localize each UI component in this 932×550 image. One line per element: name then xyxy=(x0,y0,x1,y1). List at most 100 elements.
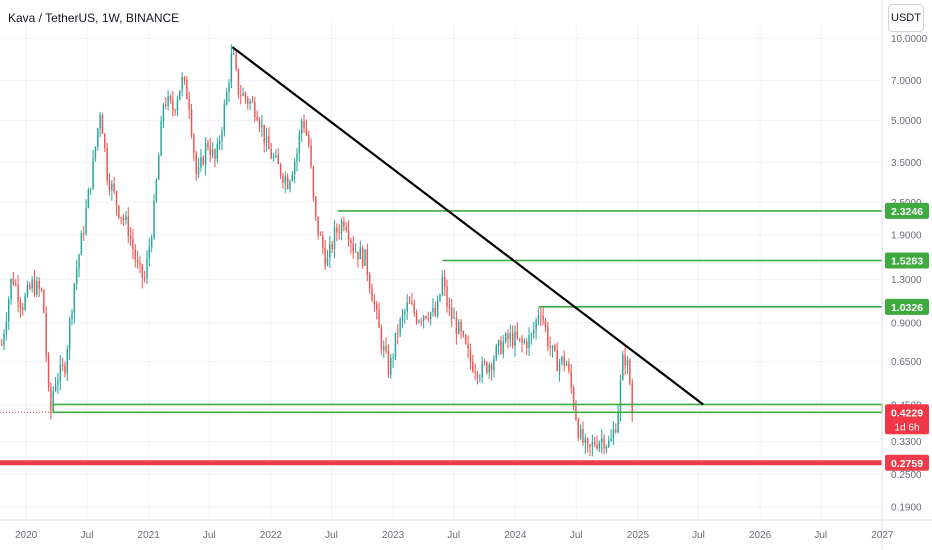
price-tick-label: 0.6500 xyxy=(891,357,922,368)
candle-body xyxy=(572,387,575,407)
candle-body xyxy=(617,410,619,433)
candle-body xyxy=(551,345,554,349)
time-tick-label: Jul xyxy=(203,530,216,541)
candle-body xyxy=(134,249,137,260)
candle-body xyxy=(458,321,460,334)
candle-body xyxy=(256,117,258,121)
candle-body xyxy=(71,312,73,319)
candle-body xyxy=(326,257,329,266)
candle-body xyxy=(523,341,526,343)
candle-body xyxy=(549,346,551,349)
candle-body xyxy=(59,364,61,381)
candle-body xyxy=(261,124,263,128)
candle-body xyxy=(66,349,69,374)
time-axis[interactable]: 2020 Jul 2021 Jul 2022 Jul 2023 Jul 2024 Jul 2025 J… xyxy=(15,530,894,541)
candle-body xyxy=(113,183,115,192)
candle-body xyxy=(586,438,589,445)
candle-body xyxy=(322,235,324,249)
candle-body xyxy=(434,307,437,316)
candle-body xyxy=(165,104,167,107)
candles xyxy=(0,44,633,457)
time-tick-label: 2022 xyxy=(260,530,283,541)
candle-body xyxy=(507,333,509,340)
candle-body xyxy=(448,306,451,308)
level-price-badge: 1.5283 xyxy=(891,255,923,267)
candle-body xyxy=(404,311,406,315)
candle-body xyxy=(92,158,94,189)
candle-body xyxy=(190,109,193,136)
candle-body xyxy=(528,335,530,348)
candle-body xyxy=(612,429,615,439)
candle-body xyxy=(106,147,108,181)
candle-body xyxy=(251,101,254,103)
candle-body xyxy=(584,438,587,443)
support-price-badge-bg xyxy=(885,454,929,471)
candle-body xyxy=(467,343,469,349)
candle-body xyxy=(427,318,430,320)
candle-body xyxy=(305,128,308,136)
candle-body xyxy=(593,442,596,445)
candle-body xyxy=(293,161,296,175)
candle-body xyxy=(233,53,235,55)
candle-body xyxy=(338,232,340,234)
candle-body xyxy=(432,307,434,313)
candle-body xyxy=(631,383,633,413)
candle-body xyxy=(474,371,476,373)
candle-body xyxy=(22,307,24,310)
candle-body xyxy=(441,277,444,295)
candle-body xyxy=(544,320,547,328)
candle-body xyxy=(174,110,176,112)
candle-body xyxy=(563,356,565,366)
candle-body xyxy=(465,335,467,344)
candle-body xyxy=(247,98,249,104)
time-tick-label: Jul xyxy=(692,530,705,541)
candle-body xyxy=(155,179,158,201)
level-price-badge-bg xyxy=(885,298,929,315)
candle-body xyxy=(80,233,83,255)
candle-body xyxy=(296,153,298,162)
candle-body xyxy=(366,249,369,275)
candle-body xyxy=(371,288,373,302)
candle-body xyxy=(40,288,43,290)
candle-body xyxy=(216,143,219,160)
candle-body xyxy=(111,183,113,191)
support-price-badge: 0.2759 xyxy=(891,458,923,470)
candle-body xyxy=(561,356,563,363)
candle-body xyxy=(99,114,101,129)
time-tick-label: 2023 xyxy=(382,530,405,541)
candle-body xyxy=(244,92,247,99)
candle-body xyxy=(340,221,343,234)
candle-body xyxy=(429,312,432,319)
candle-body xyxy=(150,238,153,248)
candle-body xyxy=(336,227,338,233)
time-tick-label: 2025 xyxy=(627,530,650,541)
candle-body xyxy=(406,302,408,312)
candle-body xyxy=(240,94,242,96)
candle-body xyxy=(333,227,336,249)
candle-body xyxy=(608,440,610,447)
candle-body xyxy=(218,141,221,144)
price-tick-label: 1.3000 xyxy=(891,275,922,286)
candle-body xyxy=(78,254,80,269)
candle-body xyxy=(47,355,50,387)
candle-body xyxy=(167,96,169,107)
candle-body xyxy=(298,133,301,154)
candle-body xyxy=(568,363,570,372)
candle-body xyxy=(26,285,29,296)
currency-unit-button[interactable]: USDT xyxy=(888,4,924,32)
candle-body xyxy=(443,277,446,287)
candle-body xyxy=(319,234,322,236)
candle-body xyxy=(425,316,427,319)
candle-body xyxy=(500,340,502,354)
candle-body xyxy=(15,284,17,286)
price-axis[interactable]: 10.00007.00005.00003.50002.50001.90001.3… xyxy=(891,34,928,513)
candle-body xyxy=(225,91,228,105)
candle-body xyxy=(310,145,312,167)
candle-body xyxy=(509,332,512,340)
price-badges: 2.3246 1.5283 1.0326 0.2759 0.4229 1d 6h xyxy=(885,202,929,471)
candle-body xyxy=(570,371,572,388)
candle-body xyxy=(24,295,26,310)
candle-body xyxy=(392,356,394,358)
candle-body xyxy=(12,278,15,285)
